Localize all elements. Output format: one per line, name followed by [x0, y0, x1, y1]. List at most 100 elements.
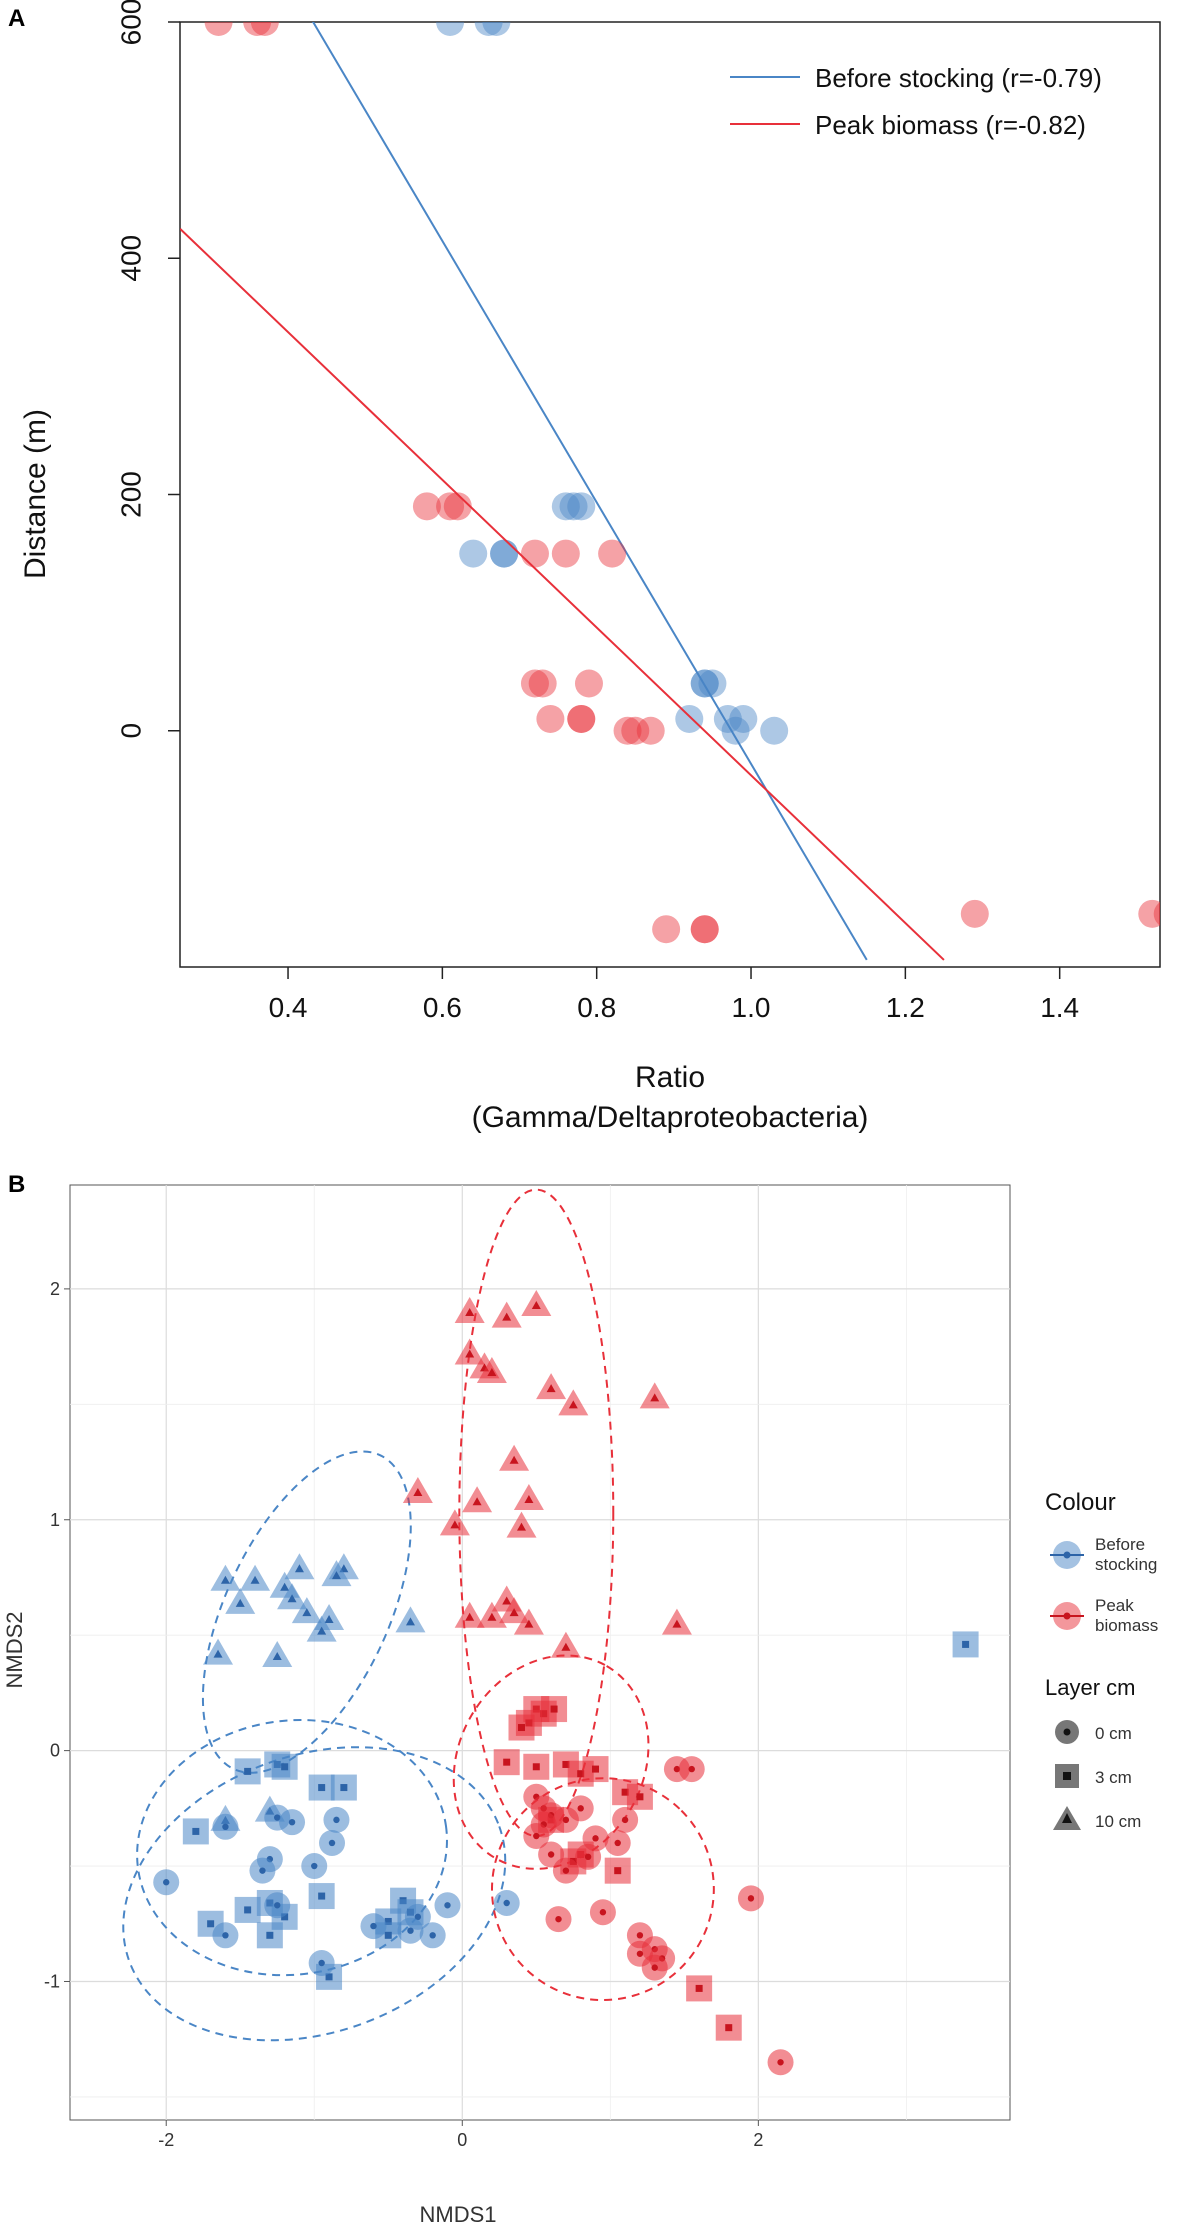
- data-point-before-stocking: [436, 22, 465, 36]
- point-center: [429, 1932, 436, 1939]
- data-point-peak-biomass: [574, 669, 603, 698]
- point-center: [688, 1765, 695, 1773]
- data-point-peak-biomass: [652, 915, 681, 944]
- point-center: [325, 1973, 333, 1981]
- point-center: [163, 1879, 170, 1886]
- legend-label-before-stocking: Before stocking (r=-0.79): [815, 63, 1102, 93]
- point-center: [318, 1892, 326, 1900]
- regression-line-before-stocking: [311, 22, 868, 961]
- data-point-before-stocking-0-cm: [493, 1889, 520, 1916]
- point-center: [621, 1816, 629, 1824]
- y-tick-label: -1: [44, 1971, 60, 1991]
- data-point-before-stocking-0-cm: [319, 1829, 346, 1856]
- data-point-peak-biomass-10-cm: [454, 1296, 485, 1323]
- point-center: [384, 1917, 392, 1925]
- point-center: [547, 1851, 555, 1858]
- data-point-peak-biomass: [1153, 902, 1160, 926]
- data-point-before-stocking: [482, 22, 511, 36]
- point-center: [562, 1760, 570, 1768]
- regression-line-peak-biomass: [180, 227, 945, 961]
- point-center: [584, 1853, 592, 1861]
- point-center: [370, 1922, 377, 1930]
- point-center: [636, 1793, 644, 1801]
- point-center: [450, 1520, 460, 1529]
- point-center: [328, 1839, 336, 1847]
- data-point-before-stocking-10-cm: [284, 1553, 315, 1580]
- point-center: [244, 1767, 252, 1775]
- panel-b-plot-frame: [69, 1184, 1011, 2121]
- point-center: [465, 1307, 475, 1316]
- legend-layer-title: Layer cm: [1045, 1675, 1135, 1700]
- data-point-before-stocking: [760, 716, 789, 745]
- data-point-before-stocking-10-cm: [291, 1597, 322, 1624]
- data-point-before-stocking-3-cm: [308, 1883, 335, 1910]
- point-center: [444, 1902, 451, 1909]
- data-point-peak-biomass-10-cm: [454, 1338, 485, 1365]
- data-point-before-stocking-3-cm: [256, 1922, 283, 1949]
- data-point-peak-biomass-3-cm: [523, 1753, 550, 1780]
- point-center: [725, 2024, 733, 2032]
- data-point-peak-biomass: [528, 669, 557, 698]
- panel-a-legend: Before stocking (r=-0.79) Peak biomass (…: [730, 63, 1102, 140]
- point-center: [555, 1915, 562, 1923]
- data-point-before-stocking-3-cm: [182, 1818, 209, 1845]
- data-point-peak-biomass: [520, 669, 549, 698]
- point-center: [592, 1835, 599, 1842]
- point-center: [340, 1784, 348, 1792]
- confidence-ellipse-peak-10cm: [458, 1188, 615, 1838]
- data-point-peak-biomass-10-cm: [506, 1511, 537, 1538]
- panel-b-legend: Colour Before stocking Peak biomass Laye…: [1045, 1489, 1158, 1831]
- x-tick-label: 1.0: [732, 992, 771, 1023]
- legend-layer-3cm-dot: [1063, 1772, 1071, 1780]
- point-center: [324, 1615, 334, 1624]
- point-center: [207, 1920, 215, 1928]
- data-point-peak-biomass-0-cm: [604, 1829, 631, 1856]
- data-point-peak-biomass-10-cm: [521, 1290, 552, 1317]
- data-point-peak-biomass: [613, 716, 642, 745]
- point-center: [550, 1705, 558, 1713]
- data-point-before-stocking-10-cm: [277, 1583, 308, 1610]
- data-point-peak-biomass-3-cm: [686, 1975, 713, 2002]
- point-center: [274, 1814, 281, 1821]
- data-point-before-stocking-3-cm: [234, 1896, 261, 1923]
- data-point-peak-biomass-0-cm: [767, 2049, 794, 2076]
- panel-a-y-axis-label: Distance (m): [19, 409, 52, 579]
- panel-b-x-axis-label: NMDS1: [419, 2202, 496, 2226]
- confidence-ellipse-before-3cm: [136, 1718, 448, 1977]
- panel-a-x-axis-label: Ratio: [635, 1061, 705, 1094]
- point-center: [516, 1522, 526, 1531]
- point-center: [636, 1932, 644, 1939]
- data-point-peak-biomass: [443, 492, 472, 521]
- point-center: [502, 1312, 512, 1321]
- data-point-peak-biomass-0-cm: [737, 1885, 764, 1912]
- data-point-peak-biomass: [636, 716, 665, 745]
- point-center: [962, 1640, 970, 1648]
- confidence-ellipse-before-10cm: [201, 1450, 412, 1774]
- data-point-peak-biomass-0-cm: [612, 1806, 639, 1833]
- confidence-ellipse-peak-0cm: [490, 1777, 715, 2002]
- data-point-before-stocking-0-cm: [153, 1869, 180, 1896]
- data-point-before-stocking: [490, 539, 519, 568]
- point-center: [192, 1827, 200, 1835]
- y-tick-label: 400: [115, 235, 146, 282]
- data-point-peak-biomass-0-cm: [567, 1795, 594, 1822]
- x-tick-label: -2: [158, 2130, 174, 2150]
- data-point-peak-biomass: [250, 22, 279, 36]
- legend-colour-peak-dot: [1063, 1612, 1071, 1620]
- data-point-before-stocking-10-cm: [240, 1564, 271, 1591]
- point-center: [503, 1758, 511, 1766]
- data-point-peak-biomass-10-cm: [558, 1389, 589, 1416]
- point-center: [472, 1497, 482, 1506]
- x-tick-label: 0.4: [269, 992, 308, 1023]
- data-point-peak-biomass: [690, 915, 719, 944]
- point-center: [235, 1598, 245, 1607]
- data-point-peak-biomass: [621, 716, 650, 745]
- data-point-peak-biomass-0-cm: [545, 1906, 572, 1933]
- data-point-peak-biomass: [243, 22, 272, 36]
- x-tick-label: 2: [753, 2130, 763, 2150]
- data-point-before-stocking-0-cm: [323, 1806, 350, 1833]
- point-center: [280, 1582, 290, 1591]
- point-center: [281, 1913, 289, 1921]
- data-point-before-stocking: [698, 669, 727, 698]
